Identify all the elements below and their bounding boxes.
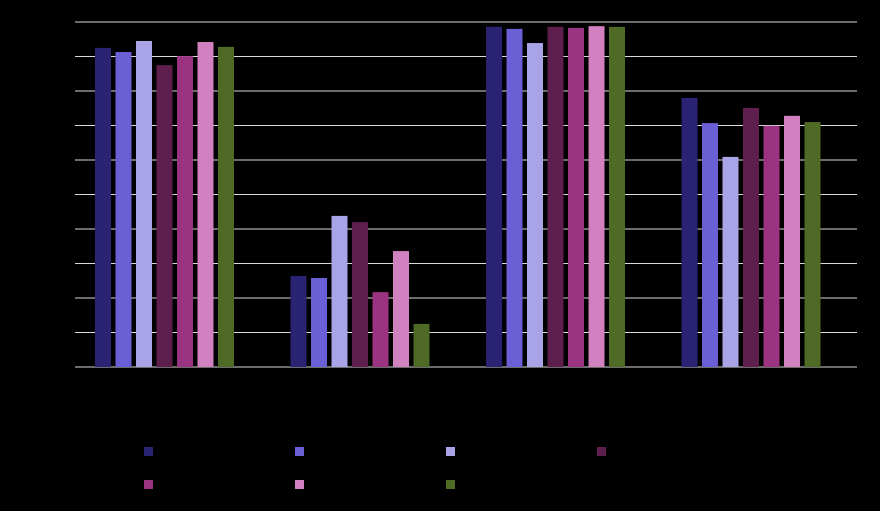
- legend-marker: [446, 447, 455, 456]
- legend-marker: [597, 447, 606, 456]
- bar: [743, 107, 759, 367]
- bar: [609, 26, 625, 368]
- legend-marker: [144, 480, 153, 489]
- legend-marker: [295, 447, 304, 456]
- bar: [506, 28, 523, 368]
- bar: [393, 251, 409, 367]
- bar: [156, 65, 173, 367]
- bar: [547, 26, 564, 368]
- bar: [177, 56, 193, 367]
- bar: [681, 97, 698, 368]
- legend-marker: [446, 480, 455, 489]
- bar: [763, 125, 780, 367]
- bar: [331, 215, 348, 367]
- bar: [95, 47, 111, 367]
- bar: [722, 156, 739, 367]
- bar: [527, 43, 543, 368]
- bar: [702, 123, 718, 368]
- bar: [784, 115, 800, 367]
- bar: [486, 26, 502, 368]
- bar: [372, 292, 389, 367]
- bar: [311, 277, 327, 367]
- bar: [115, 52, 132, 367]
- bar: [568, 27, 584, 368]
- bar: [588, 26, 605, 367]
- legend-marker: [144, 447, 153, 456]
- bar: [413, 323, 430, 367]
- legend-marker: [295, 480, 304, 489]
- bar: [218, 46, 234, 368]
- bar: [197, 42, 214, 367]
- bar: [290, 275, 307, 367]
- bar: [136, 40, 152, 367]
- bar: [804, 122, 821, 367]
- bar: [352, 222, 368, 367]
